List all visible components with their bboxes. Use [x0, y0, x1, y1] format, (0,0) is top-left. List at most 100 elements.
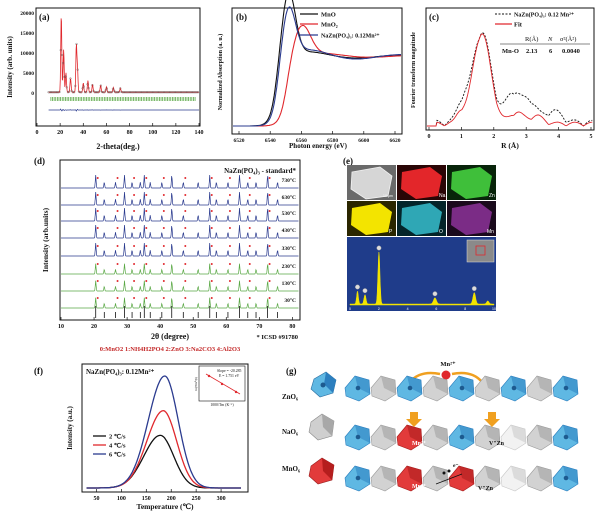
- inset-point: [220, 382, 224, 386]
- map-na-particle: [401, 167, 442, 199]
- panel-d-label: (d): [34, 156, 45, 166]
- label-nao6: NaO₆: [282, 428, 298, 436]
- table-head-r: R(Å): [525, 35, 538, 43]
- electron-label: e⁻: [453, 463, 458, 469]
- map-zn-label: Zn: [489, 193, 495, 199]
- map-mn-label: Mn: [487, 229, 494, 235]
- x-tick-label: 150: [142, 496, 151, 502]
- x-tick-label: 200: [167, 496, 176, 502]
- panel-c-x-label: R (Å): [501, 141, 519, 150]
- temperature-label: 130°C: [282, 280, 296, 287]
- x-tick-label: 1: [460, 134, 463, 140]
- legend-mno: MnO: [321, 12, 336, 19]
- panel-b-label: (b): [236, 12, 247, 22]
- legend-zno6: [310, 371, 337, 398]
- x-tick-label: 300: [217, 496, 226, 502]
- chain-row-3: [344, 465, 579, 492]
- label-zno6: ZnO₆: [282, 393, 298, 401]
- panel-a-x-label: 2-theta(deg.): [96, 142, 140, 151]
- x-tick-label: 70: [256, 324, 262, 330]
- y-tick-label: 15000: [20, 31, 34, 37]
- eds-peaks: [349, 245, 495, 306]
- panel-g-label: (g): [286, 366, 297, 376]
- table-val-sigma: 0.0040: [562, 48, 580, 55]
- panel-a-plot: [47, 18, 200, 112]
- x-tick-label: 20: [57, 130, 63, 136]
- x-tick-label: 6600: [358, 138, 369, 144]
- table-head-n: N: [547, 36, 553, 43]
- panel-b-y-label: Normalized Absorption (a. u.): [217, 34, 224, 111]
- x-tick-label: 140: [195, 130, 204, 136]
- x-tick-label: 40: [157, 324, 163, 330]
- panel-a-y-ticks: 0 5000 10000 15000 20000: [20, 11, 34, 97]
- eds-inset-roi: [475, 245, 486, 256]
- temperature-label: 630°C: [282, 194, 296, 201]
- panel-c-plot: [427, 32, 593, 127]
- panel-b-legend: MnO MnO₂ NaZn(PO₄)₃: 0.12Mn²⁺: [300, 12, 380, 40]
- map-o-particle: [401, 203, 442, 235]
- x-tick-label: 2: [492, 134, 495, 140]
- map-mn-particle: [451, 203, 492, 235]
- panel-a-y-label: Intensity (arb. units): [6, 36, 14, 98]
- x-tick-label: 4: [407, 307, 409, 311]
- eds-x-ticks: 0 2 4 6 8 10: [349, 307, 496, 311]
- vacancy-label-1: V″Zn: [489, 441, 505, 447]
- x-tick-label: 120: [171, 130, 180, 136]
- x-tick-label: 5: [590, 134, 593, 140]
- sem-scale: 10 μm: [383, 194, 393, 198]
- inset-point: [234, 390, 238, 394]
- x-tick-label: 80: [127, 130, 133, 136]
- panel-d-temperature-labels: 730°C 630°C 530°C 430°C 330°C 230°C 130°C 30°C: [282, 177, 296, 304]
- x-tick-label: 6620: [390, 138, 401, 144]
- panel-b-x-label: Photon energy (eV): [289, 142, 348, 150]
- panel-e: (e) 10 μm Na Zn P O Mn 0 2 4 6 8 10: [343, 156, 496, 311]
- panel-b: (b) 6520 6540 6560 6580 6600 6620 Photon ener…: [217, 0, 403, 150]
- vacancy-label-2: V″Zn: [478, 486, 494, 492]
- down-arrow-1: [406, 412, 422, 427]
- chain-row-1: [344, 375, 579, 402]
- panel-d-frame: [59, 159, 301, 321]
- x-tick-label: 0: [428, 134, 431, 140]
- temperature-label: 530°C: [282, 210, 296, 217]
- panel-c-frame: [425, 7, 595, 131]
- map-p-particle: [351, 203, 392, 235]
- map-o-label: O: [439, 229, 443, 235]
- mn-site-label-2: Mn²⁺: [412, 483, 426, 490]
- panel-b-plot: [233, 0, 402, 127]
- panel-c-y-label: Fourier transform magnitude: [411, 32, 417, 108]
- x-tick-label: 10: [58, 324, 64, 330]
- panel-c-table: R(Å) N σ²(Å²) Mn-O 2.13 6 0.0040: [500, 35, 590, 55]
- legend-nao6: [308, 413, 335, 441]
- x-tick-label: 6540: [265, 138, 276, 144]
- panel-c-label: (c): [429, 12, 439, 22]
- panel-d-title: NaZn(PO₄)₃ - standard*: [224, 167, 296, 175]
- map-zn-particle: [451, 167, 492, 199]
- legend-mno6: [308, 457, 335, 485]
- x-tick-label: 0: [349, 307, 351, 311]
- electron-arrow: [435, 473, 463, 485]
- panel-d-y-label: Intensity (arb.units): [41, 207, 50, 272]
- table-val-r: 2.13: [526, 48, 538, 55]
- x-tick-label: 100: [117, 496, 126, 502]
- legend-c-sample: NaZn(PO₄)₃: 0.12 Mn²⁺: [514, 12, 574, 19]
- map-p-label: P: [389, 229, 393, 235]
- x-tick-label: 2: [378, 307, 380, 311]
- down-arrow-2: [484, 412, 500, 427]
- x-tick-label: 50: [190, 324, 196, 330]
- x-tick-label: 20: [91, 324, 97, 330]
- x-tick-label: 40: [80, 130, 86, 136]
- x-tick-label: 0: [36, 130, 39, 136]
- x-tick-label: 60: [223, 324, 229, 330]
- x-tick-label: 80: [289, 324, 295, 330]
- legend-c-fit: Fit: [514, 22, 523, 29]
- y-tick-label: 0: [31, 91, 34, 97]
- panel-f: (f) NaZn(PO₄)₃: 0.12Mn²⁺ 50 100 150 200 250 3…: [34, 363, 249, 511]
- panel-f-plot: [86, 375, 241, 489]
- x-tick-label: 10: [492, 307, 496, 311]
- panel-d-phase-legend: 0:MnO2 1:NH4H2PO4 2:ZnO 3:Na2CO3 4:Al2O3: [100, 346, 241, 353]
- x-tick-label: 30: [124, 324, 130, 330]
- panel-f-x-ticks: 50 100 150 200 250 300: [93, 489, 226, 502]
- panel-c: (c) 0 1 2 3 4 5 R (Å) Fourier transform magni…: [411, 7, 595, 150]
- inset-slope: Slope = -20.285: [217, 369, 241, 373]
- panel-c-legend: NaZn(PO₄)₃: 0.12 Mn²⁺ Fit: [495, 12, 574, 29]
